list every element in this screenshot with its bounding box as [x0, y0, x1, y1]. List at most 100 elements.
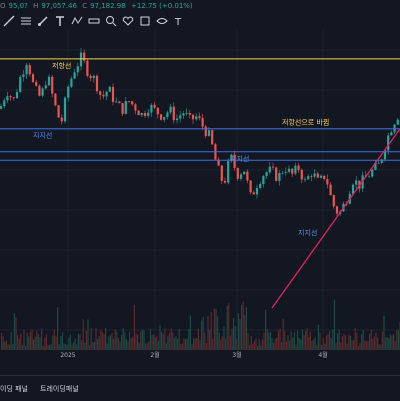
volume-bar	[196, 337, 198, 350]
pattern-icon[interactable]	[70, 14, 84, 28]
volume-bar	[124, 332, 126, 350]
volume-bar	[340, 342, 342, 350]
volume-bar	[93, 341, 95, 350]
trading-panel-tab-partial[interactable]: 이딩 패널	[0, 385, 28, 393]
volume-bar	[181, 343, 183, 350]
volume-bar	[36, 331, 38, 350]
candle-body	[51, 76, 54, 94]
candle-body	[211, 130, 214, 145]
volume-bar	[242, 301, 244, 350]
volume-bar	[210, 312, 212, 350]
volume-bar	[258, 338, 260, 350]
trend-line	[271, 128, 400, 309]
candle-body	[60, 117, 63, 122]
volume-bar	[159, 324, 161, 350]
candle-body	[300, 170, 303, 180]
candle-body	[95, 75, 99, 92]
volume-bar	[385, 337, 387, 350]
volume-bar	[305, 330, 307, 350]
volume-bar	[92, 342, 94, 350]
candle-body	[316, 173, 319, 178]
volume-bar	[79, 334, 81, 350]
open-value: 95,0?	[8, 2, 28, 10]
brush-icon[interactable]	[36, 14, 50, 28]
candle-body	[28, 65, 31, 75]
volume-bar	[391, 335, 393, 350]
volume-bar	[266, 329, 268, 350]
volume-bar	[308, 336, 310, 350]
measure-icon[interactable]	[87, 14, 101, 28]
label-support-1: 지지선	[33, 131, 52, 140]
candle-body	[3, 100, 6, 107]
volume-bar	[329, 331, 331, 350]
volume-bar	[319, 332, 321, 350]
volume-bar	[255, 338, 257, 350]
volume-bar	[97, 338, 99, 350]
text-t-icon[interactable]: T	[172, 14, 186, 28]
candle-body	[326, 178, 329, 185]
volume-bar	[87, 319, 89, 350]
volume-bar	[341, 336, 343, 350]
volume-bar	[245, 307, 247, 350]
bottom-panel: 이딩 패널 트레이딩패널	[0, 375, 400, 401]
label-support-3: 지지선	[298, 228, 317, 237]
volume-bar	[165, 343, 167, 350]
volume-bar	[65, 344, 67, 350]
candle-body	[377, 162, 380, 164]
top-toolbar: O 95,0? H 97,057.46 C 97,182.98 +12.75 (+0.…	[0, 0, 400, 30]
candle-body	[239, 174, 243, 179]
volume-bar	[309, 331, 311, 350]
volume-bar	[380, 344, 382, 350]
candle-body	[131, 101, 134, 105]
text-tool-icon[interactable]	[53, 14, 67, 28]
volume-bar	[346, 343, 348, 350]
volume-bar	[90, 328, 92, 350]
volume-bar	[314, 336, 316, 350]
volume-bar	[103, 333, 105, 350]
zoom-icon[interactable]	[104, 14, 118, 28]
volume-bar	[293, 332, 295, 350]
volume-bar	[300, 339, 302, 350]
volume-bar	[145, 343, 147, 350]
volume-bar	[28, 336, 30, 350]
trend-line-icon[interactable]	[2, 14, 16, 28]
volume-bar	[233, 318, 235, 350]
fib-icon[interactable]	[19, 14, 33, 28]
candle-body	[313, 173, 316, 177]
candle-body	[140, 112, 143, 116]
volume-bar	[113, 339, 115, 350]
candle-body	[383, 150, 387, 160]
trading-panel-tab[interactable]: 트레이딩패널	[40, 385, 79, 393]
volume-bar	[234, 326, 236, 350]
volume-bar	[53, 329, 55, 350]
volume-bar	[161, 331, 163, 350]
candle-body	[281, 172, 284, 174]
volume-bar	[265, 309, 267, 350]
heart-icon[interactable]	[121, 14, 135, 28]
volume-bar	[164, 328, 166, 350]
candle-body	[79, 52, 83, 67]
candle-body	[271, 166, 275, 168]
candle-body	[156, 107, 159, 115]
candle-body	[329, 184, 332, 196]
hide-icon[interactable]	[155, 14, 169, 28]
volume-bar	[353, 340, 355, 350]
volume-bar	[167, 335, 169, 350]
volume-bar	[322, 337, 324, 350]
volume-bar	[338, 329, 340, 350]
square-icon[interactable]	[138, 14, 152, 28]
candle-body	[227, 161, 230, 183]
candle-body	[278, 173, 281, 181]
volume-bar	[141, 329, 143, 350]
volume-bar	[162, 334, 164, 350]
volume-bar	[49, 344, 51, 350]
volume-bar	[2, 336, 4, 350]
volume-bar	[263, 332, 265, 350]
candle-body	[121, 103, 124, 114]
volume-bar	[209, 329, 211, 350]
volume-bar	[44, 338, 46, 350]
volume-bar	[375, 332, 377, 350]
candle-body	[307, 176, 310, 180]
candle-body	[147, 112, 150, 116]
